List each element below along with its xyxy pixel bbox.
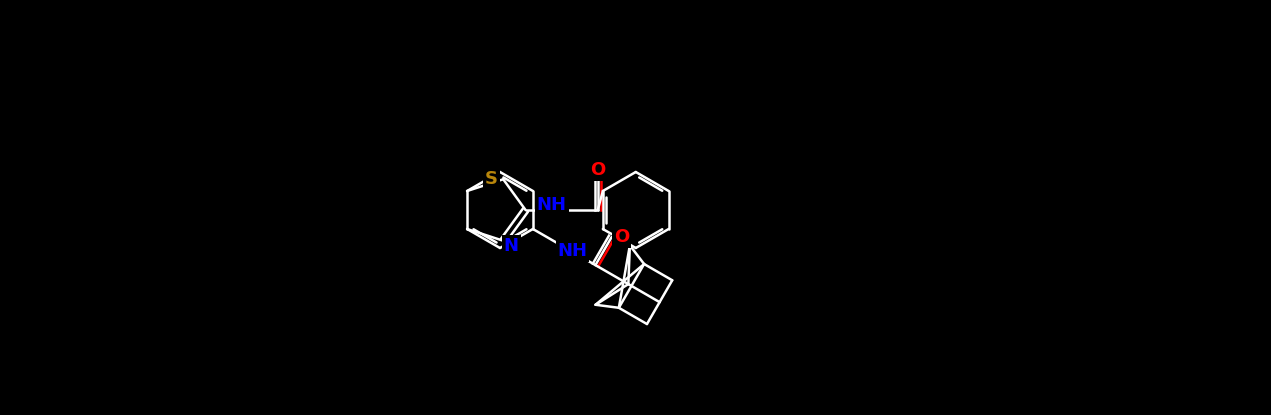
Text: NH: NH [558,242,587,260]
Text: N: N [503,237,519,255]
Text: O: O [590,161,605,179]
Text: S: S [484,170,498,188]
Text: NH: NH [536,196,567,214]
Text: O: O [614,228,629,246]
